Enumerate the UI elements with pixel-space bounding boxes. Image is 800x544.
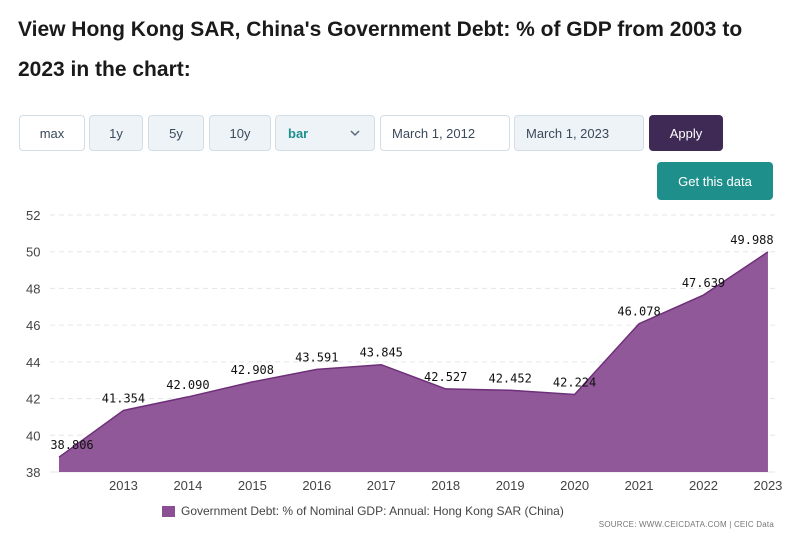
x-tick-label: 2018 (431, 478, 460, 493)
y-tick-label: 48 (26, 281, 40, 296)
get-this-data-button[interactable]: Get this data (657, 162, 773, 200)
x-tick-label: 2013 (109, 478, 138, 493)
data-label: 42.908 (231, 363, 274, 377)
range-10y-button[interactable]: 10y (209, 115, 271, 151)
data-label: 41.354 (102, 391, 145, 405)
x-tick-label: 2022 (689, 478, 718, 493)
x-tick-label: 2020 (560, 478, 589, 493)
page-title: View Hong Kong SAR, China's Government D… (18, 18, 743, 81)
data-label: 49.988 (730, 233, 773, 247)
x-tick-label: 2023 (753, 478, 782, 493)
chart-type-value: bar (288, 125, 309, 141)
data-label: 47.639 (682, 276, 725, 290)
data-label: 43.591 (295, 350, 338, 364)
y-tick-label: 46 (26, 318, 40, 333)
x-tick-label: 2015 (238, 478, 267, 493)
x-tick-label: 2021 (625, 478, 654, 493)
range-5y-button[interactable]: 5y (148, 115, 204, 151)
range-max-button[interactable]: max (19, 115, 85, 151)
range-1y-button[interactable]: 1y (89, 115, 143, 151)
legend-label: Government Debt: % of Nominal GDP: Annua… (181, 504, 564, 518)
y-tick-label: 40 (26, 428, 40, 443)
y-tick-label: 52 (26, 208, 40, 223)
data-label: 43.845 (360, 346, 403, 360)
data-label: 46.078 (617, 305, 660, 319)
y-tick-label: 44 (26, 355, 40, 370)
data-label: 38.806 (50, 438, 93, 452)
x-axis-ticks: 2013 2014 2015 2016 2017 2018 2019 2020 2021 2022… (109, 478, 782, 493)
chevron-down-icon (350, 130, 360, 137)
x-tick-label: 2014 (173, 478, 202, 493)
legend[interactable]: Government Debt: % of Nominal GDP: Annua… (162, 504, 564, 518)
source-credit: SOURCE: WWW.CEICDATA.COM | CEIC Data (598, 520, 774, 529)
start-date-input[interactable]: March 1, 2012 (380, 115, 510, 151)
data-labels: 38.806 41.354 42.090 42.908 43.591 43.845 42.5… (50, 233, 773, 452)
area-line (58, 251, 769, 458)
end-date-input[interactable]: March 1, 2023 (514, 115, 644, 151)
data-label: 42.527 (424, 370, 467, 384)
x-tick-label: 2019 (496, 478, 525, 493)
x-tick-label: 2017 (367, 478, 396, 493)
chart-type-select[interactable]: bar (275, 115, 375, 151)
area-fill (59, 251, 768, 472)
y-tick-label: 50 (26, 245, 40, 260)
y-tick-label: 38 (26, 465, 40, 480)
apply-button[interactable]: Apply (649, 115, 723, 151)
data-label: 42.224 (553, 375, 596, 389)
y-axis-ticks: 38 40 42 44 46 48 50 52 (26, 208, 40, 480)
data-label: 42.452 (488, 371, 531, 385)
series-area (58, 251, 769, 472)
x-tick-label: 2016 (302, 478, 331, 493)
y-tick-label: 42 (26, 392, 40, 407)
data-label: 42.090 (166, 378, 209, 392)
legend-swatch (162, 505, 175, 517)
